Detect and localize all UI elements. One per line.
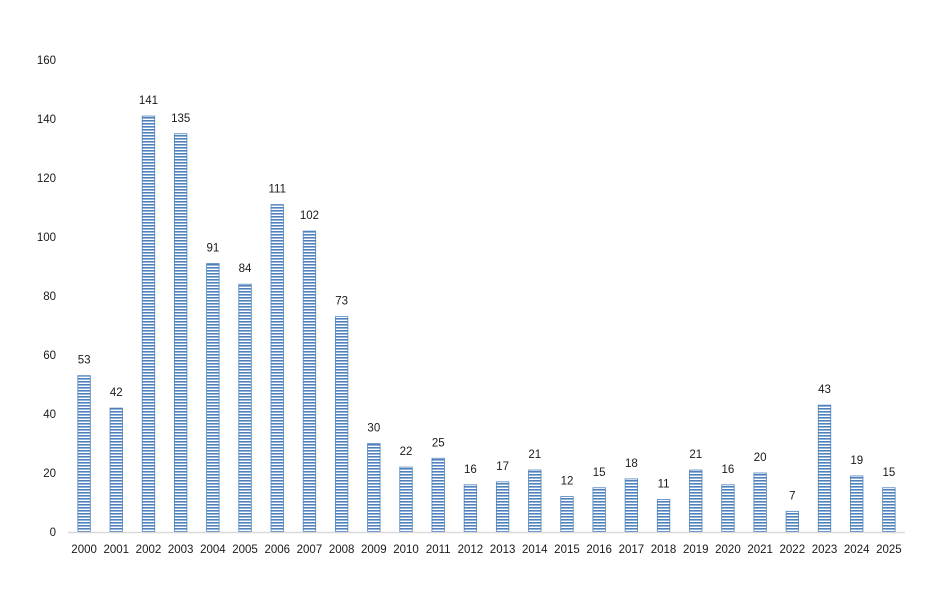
data-label-2008: 73 xyxy=(335,296,348,308)
bar-2002 xyxy=(141,115,156,533)
x-tick-label-2000: 2000 xyxy=(71,544,97,556)
data-label-2021: 20 xyxy=(754,452,767,464)
data-label-2005: 84 xyxy=(239,263,252,275)
data-label-2011: 25 xyxy=(432,437,445,449)
x-tick-label-2009: 2009 xyxy=(361,544,387,556)
data-label-2003: 135 xyxy=(171,113,190,125)
bar-2024 xyxy=(850,475,864,533)
data-label-2001: 42 xyxy=(110,387,123,399)
bar-2009 xyxy=(367,443,381,533)
y-tick-label: 0 xyxy=(50,527,56,539)
bar-2004 xyxy=(206,263,220,533)
y-tick-label: 160 xyxy=(37,55,56,67)
data-label-2017: 18 xyxy=(625,458,638,470)
x-tick-label-2016: 2016 xyxy=(586,544,612,556)
data-label-2004: 91 xyxy=(206,243,219,255)
data-label-2014: 21 xyxy=(528,449,541,461)
data-label-2002: 141 xyxy=(139,95,158,107)
bar-2016 xyxy=(592,487,606,533)
x-tick-label-2010: 2010 xyxy=(393,544,419,556)
x-tick-label-2012: 2012 xyxy=(458,544,484,556)
x-tick-label-2022: 2022 xyxy=(780,544,806,556)
x-tick-label-2011: 2011 xyxy=(426,544,451,556)
bar-2010 xyxy=(399,466,413,533)
bar-2015 xyxy=(560,496,574,533)
x-tick-label-2002: 2002 xyxy=(136,544,162,556)
data-label-2006: 111 xyxy=(269,184,286,196)
x-tick-label-2005: 2005 xyxy=(232,544,258,556)
bar-2022 xyxy=(785,510,799,533)
x-tick-label-2013: 2013 xyxy=(490,544,516,556)
data-label-2010: 22 xyxy=(400,446,413,458)
y-tick-label: 40 xyxy=(43,409,56,421)
x-tick-label-2004: 2004 xyxy=(200,544,226,556)
x-tick-label-2024: 2024 xyxy=(844,544,870,556)
bar-2005 xyxy=(238,283,252,533)
data-label-2016: 15 xyxy=(593,467,606,479)
bar-2021 xyxy=(753,472,767,533)
x-tick-label-2014: 2014 xyxy=(522,544,548,556)
y-tick-label: 60 xyxy=(43,350,56,362)
data-label-2013: 17 xyxy=(496,461,509,473)
data-label-2000: 53 xyxy=(78,355,91,367)
data-label-2019: 21 xyxy=(689,449,702,461)
x-tick-label-2020: 2020 xyxy=(715,544,741,556)
x-tick-label-2008: 2008 xyxy=(329,544,355,556)
y-tick-label: 80 xyxy=(43,291,56,303)
bar-2023 xyxy=(817,404,832,533)
data-label-2025: 15 xyxy=(883,467,896,479)
x-tick-label-2007: 2007 xyxy=(297,544,323,556)
x-tick-label-2003: 2003 xyxy=(168,544,194,556)
y-tick-label: 120 xyxy=(37,173,56,185)
bar-2008 xyxy=(334,316,349,533)
y-tick-label: 100 xyxy=(37,232,56,244)
bar-2007 xyxy=(302,230,317,533)
bar-2025 xyxy=(882,487,896,533)
bar-2012 xyxy=(463,484,478,533)
bar-series xyxy=(77,115,896,533)
data-label-2012: 16 xyxy=(464,464,477,476)
y-tick-label: 20 xyxy=(43,468,56,480)
x-tick-label-2025: 2025 xyxy=(876,544,902,556)
data-label-2022: 7 xyxy=(789,490,795,502)
data-label-2024: 19 xyxy=(850,455,863,467)
data-label-2015: 12 xyxy=(561,476,574,488)
x-tick-label-2017: 2017 xyxy=(619,544,645,556)
x-tick-label-2021: 2021 xyxy=(747,544,773,556)
bar-2003 xyxy=(174,133,188,533)
data-label-2023: 43 xyxy=(818,384,831,396)
y-tick-label: 140 xyxy=(37,114,56,126)
data-label-2009: 30 xyxy=(367,423,380,435)
data-label-2018: 11 xyxy=(658,479,670,491)
data-label-2007: 102 xyxy=(300,210,319,222)
bar-2020 xyxy=(721,484,735,533)
x-axis: 2000 2001 2002 2003 2004 2005 2006 2007 2008 2009… xyxy=(68,531,905,556)
bar-2011 xyxy=(431,457,445,533)
bar-2019 xyxy=(689,469,703,533)
x-tick-label-2023: 2023 xyxy=(812,544,838,556)
x-tick-label-2001: 2001 xyxy=(103,544,129,556)
y-axis: 0 20 40 60 80 100 120 140 160 xyxy=(37,55,56,539)
bar-2000 xyxy=(77,375,91,533)
bar-2001 xyxy=(109,407,123,533)
bar-2017 xyxy=(624,478,639,533)
x-tick-label-2006: 2006 xyxy=(264,544,290,556)
x-tick-label-2015: 2015 xyxy=(554,544,580,556)
bar-2018 xyxy=(656,499,671,533)
x-tick-label-2018: 2018 xyxy=(651,544,677,556)
bar-2006 xyxy=(270,204,284,533)
bar-2014 xyxy=(528,469,542,533)
data-labels: 53 42 141 135 91 84 111 102 73 30 22 25 16 17 21 12 15 18… xyxy=(78,95,896,502)
bar-2013 xyxy=(495,481,510,533)
data-label-2020: 16 xyxy=(722,464,735,476)
x-tick-label-2019: 2019 xyxy=(683,544,709,556)
